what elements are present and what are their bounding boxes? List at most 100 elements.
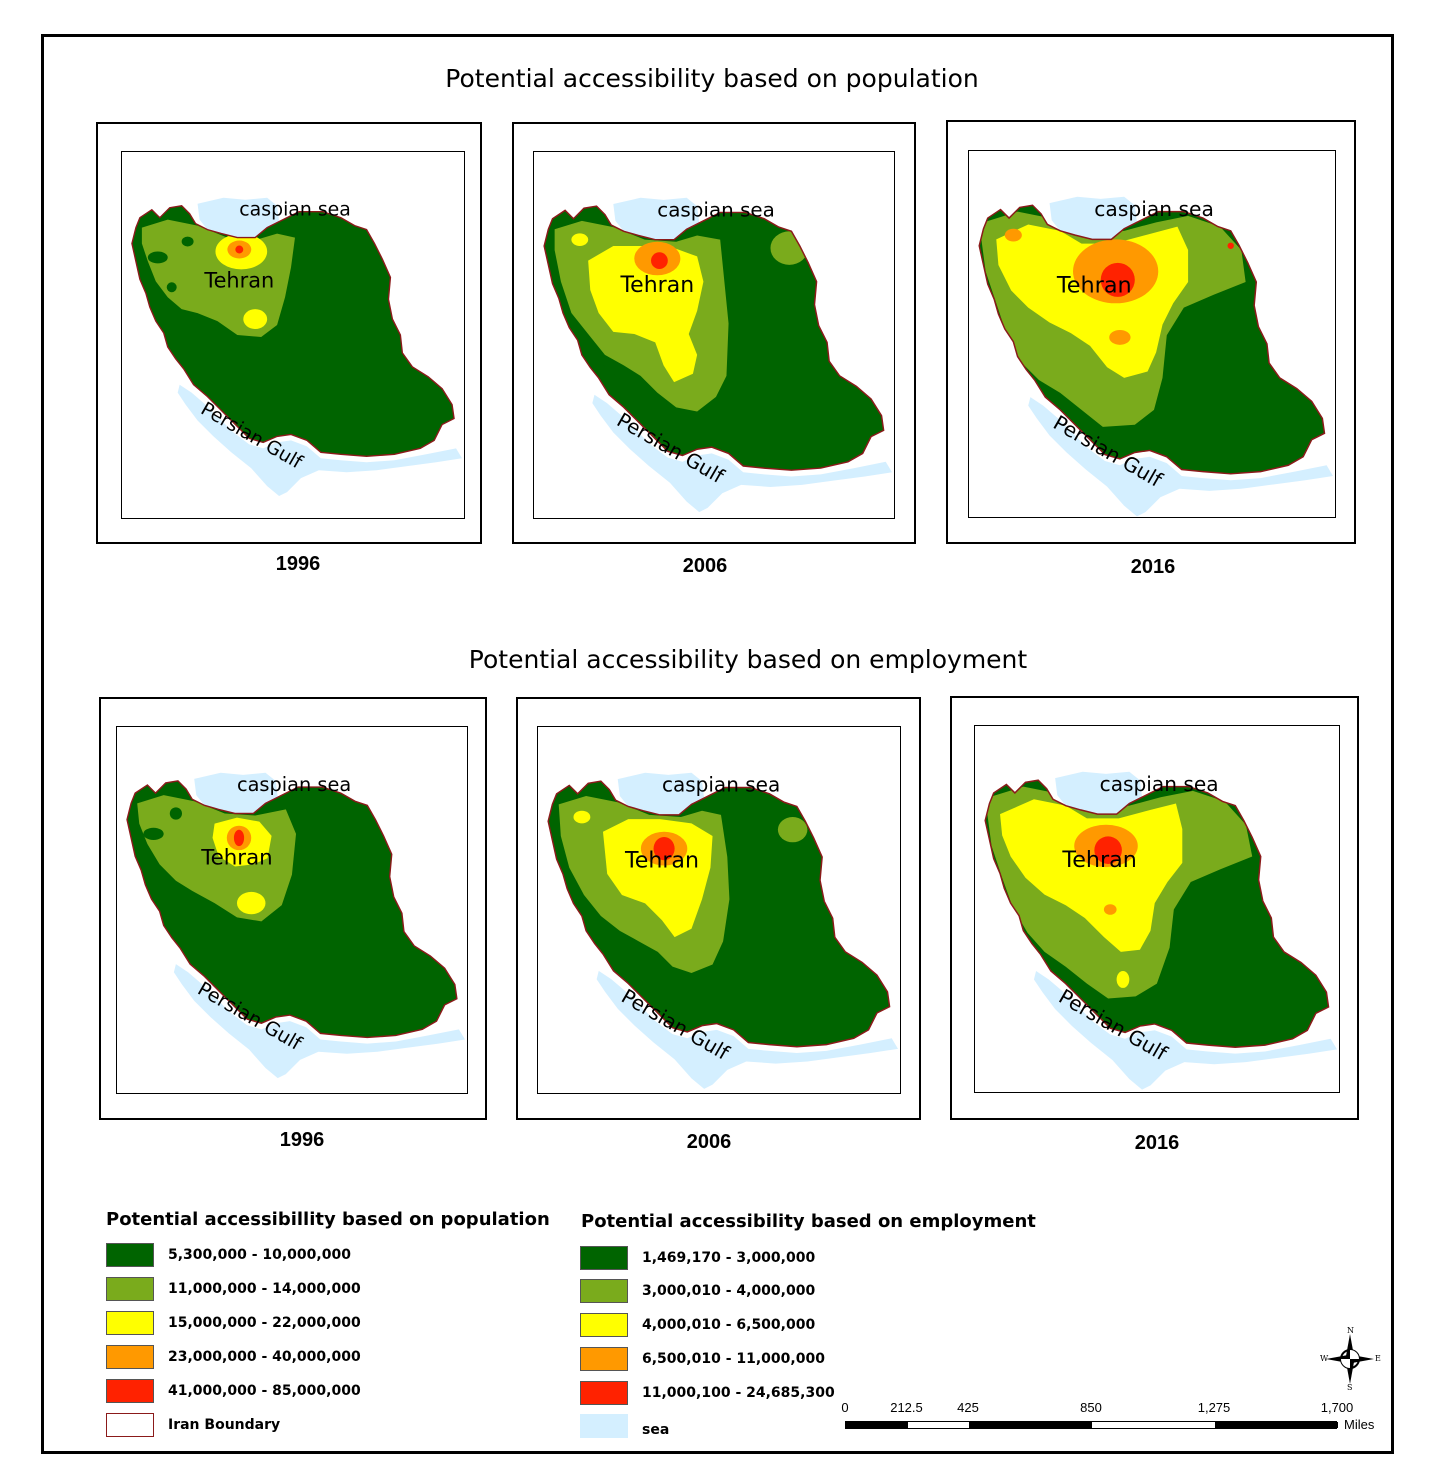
legend-label: 11,000,000 - 14,000,000: [168, 1281, 361, 1297]
accessibility-zone: [147, 251, 168, 264]
legend-label: 41,000,000 - 85,000,000: [168, 1383, 361, 1399]
accessibility-zone: [770, 231, 809, 265]
iran-boundary: [131, 205, 455, 457]
iran-boundary: [978, 204, 1326, 475]
accessibility-zone: [166, 282, 177, 293]
tehran-label: Tehran: [624, 848, 699, 874]
legend-label: Iran Boundary: [168, 1417, 281, 1433]
year-label-pop-2016: 2016: [1130, 556, 1176, 578]
year-label-pop-2006: 2006: [682, 555, 728, 577]
year-label-emp-2006: 2006: [686, 1131, 732, 1153]
legend-label: 3,000,010 - 4,000,000: [642, 1283, 816, 1299]
caspian-sea-label: caspian sea: [657, 199, 775, 222]
accessibility-zone: [571, 233, 589, 246]
accessibility-zone: [653, 837, 675, 861]
section-title-employment: Potential accessibility based on employm…: [468, 645, 1028, 674]
accessibility-zone: [243, 309, 268, 330]
persian-gulf-area: [592, 394, 893, 513]
tehran-label: Tehran: [1061, 847, 1137, 873]
legend-label: 15,000,000 - 22,000,000: [168, 1315, 361, 1331]
caspian-sea-area: [197, 197, 280, 238]
persian-gulf-area: [177, 384, 463, 497]
tehran-label: Tehran: [619, 273, 694, 298]
legend-label: 11,000,100 - 24,685,300: [642, 1385, 835, 1401]
caspian-sea-label: caspian sea: [237, 773, 351, 796]
accessibility-zone: [1100, 262, 1135, 297]
legend-swatch: [106, 1311, 154, 1335]
compass-s: S: [1347, 1383, 1353, 1392]
accessibility-zone: [143, 827, 164, 840]
legend-swatch-boundary: [106, 1413, 154, 1437]
map-panel-pop-1996: caspian sea Tehran Persian Gulf: [96, 122, 482, 544]
map-panel-pop-2006: caspian sea Tehran Persian Gulf: [512, 122, 916, 544]
legend-swatch: [580, 1347, 628, 1371]
caspian-sea-area: [1049, 196, 1137, 240]
persian-gulf-area: [596, 970, 899, 1089]
scale-segment: [969, 1422, 1092, 1428]
map-panel-pop-2016: caspian sea Tehran Persian Gulf: [946, 120, 1356, 544]
scale-unit: Miles: [1344, 1417, 1375, 1432]
map-frame-inner: caspian sea Tehran Persian Gulf: [968, 150, 1336, 518]
compass-e: E: [1375, 1354, 1381, 1363]
legend-swatch: [580, 1313, 628, 1337]
legend-label: 6,500,010 - 11,000,000: [642, 1351, 825, 1367]
map-frame-inner: caspian sea Tehran Persian Gulf: [116, 726, 468, 1094]
legend-title-population: Potential accessibillity based on popula…: [106, 1209, 550, 1230]
accessibility-zone: [1116, 970, 1130, 988]
scale-segment: [846, 1422, 908, 1428]
accessibility-zone: [1094, 836, 1122, 864]
year-label-emp-1996: 1996: [279, 1129, 325, 1151]
scale-tick-label: 0: [841, 1400, 849, 1415]
north-arrow: N S W E: [1318, 1326, 1382, 1392]
legend-swatch-sea: [580, 1414, 628, 1438]
iran-boundary: [984, 779, 1330, 1049]
legend-swatch: [106, 1243, 154, 1267]
iran-boundary: [547, 780, 891, 1048]
accessibility-zone: [1109, 329, 1131, 345]
scale-tick-label: 850: [1080, 1400, 1102, 1415]
accessibility-zone: [777, 817, 808, 843]
map-frame-inner: caspian sea Tehran Persian Gulf: [974, 725, 1340, 1093]
accessibility-zone: [233, 829, 245, 847]
scale-tick-label: 212.5: [890, 1400, 923, 1415]
compass-n: N: [1347, 1326, 1354, 1335]
accessibility-zone: [1103, 904, 1117, 915]
legend-label: sea: [642, 1422, 670, 1438]
scale-segment: [1215, 1422, 1338, 1428]
map-frame-inner: caspian sea Tehran Persian Gulf: [121, 151, 465, 519]
accessibility-zone: [1227, 242, 1234, 249]
legend-swatch: [106, 1277, 154, 1301]
accessibility-zone: [235, 245, 244, 254]
year-label-pop-1996: 1996: [275, 553, 321, 575]
caspian-sea-area: [194, 772, 278, 814]
scale-tick-label: 1,275: [1197, 1400, 1231, 1415]
legend-swatch: [580, 1279, 628, 1303]
scale-tick-label: 425: [957, 1400, 979, 1415]
tehran-label: Tehran: [1056, 273, 1132, 299]
caspian-sea-label: caspian sea: [1094, 197, 1214, 221]
accessibility-zone: [236, 891, 266, 915]
accessibility-zone: [573, 810, 591, 824]
caspian-sea-area: [617, 772, 705, 815]
map-frame-inner: caspian sea Tehran Persian Gulf: [537, 726, 901, 1094]
section-title-population: Potential accessibility based on populat…: [445, 64, 979, 93]
scale-bar-graphic: [845, 1421, 1338, 1429]
accessibility-zone: [181, 236, 194, 247]
tehran-label: Tehran: [203, 268, 274, 292]
caspian-sea-label: caspian sea: [662, 773, 780, 797]
legend-swatch: [580, 1381, 628, 1405]
map-frame-inner: caspian sea Tehran Persian Gulf: [533, 151, 895, 519]
accessibility-zone: [581, 354, 635, 410]
caspian-sea-area: [1055, 771, 1143, 815]
scale-tick-label: 1,700: [1320, 1400, 1354, 1415]
accessibility-zone: [1000, 799, 1183, 952]
legend-label: 5,300,000 - 10,000,000: [168, 1247, 351, 1263]
